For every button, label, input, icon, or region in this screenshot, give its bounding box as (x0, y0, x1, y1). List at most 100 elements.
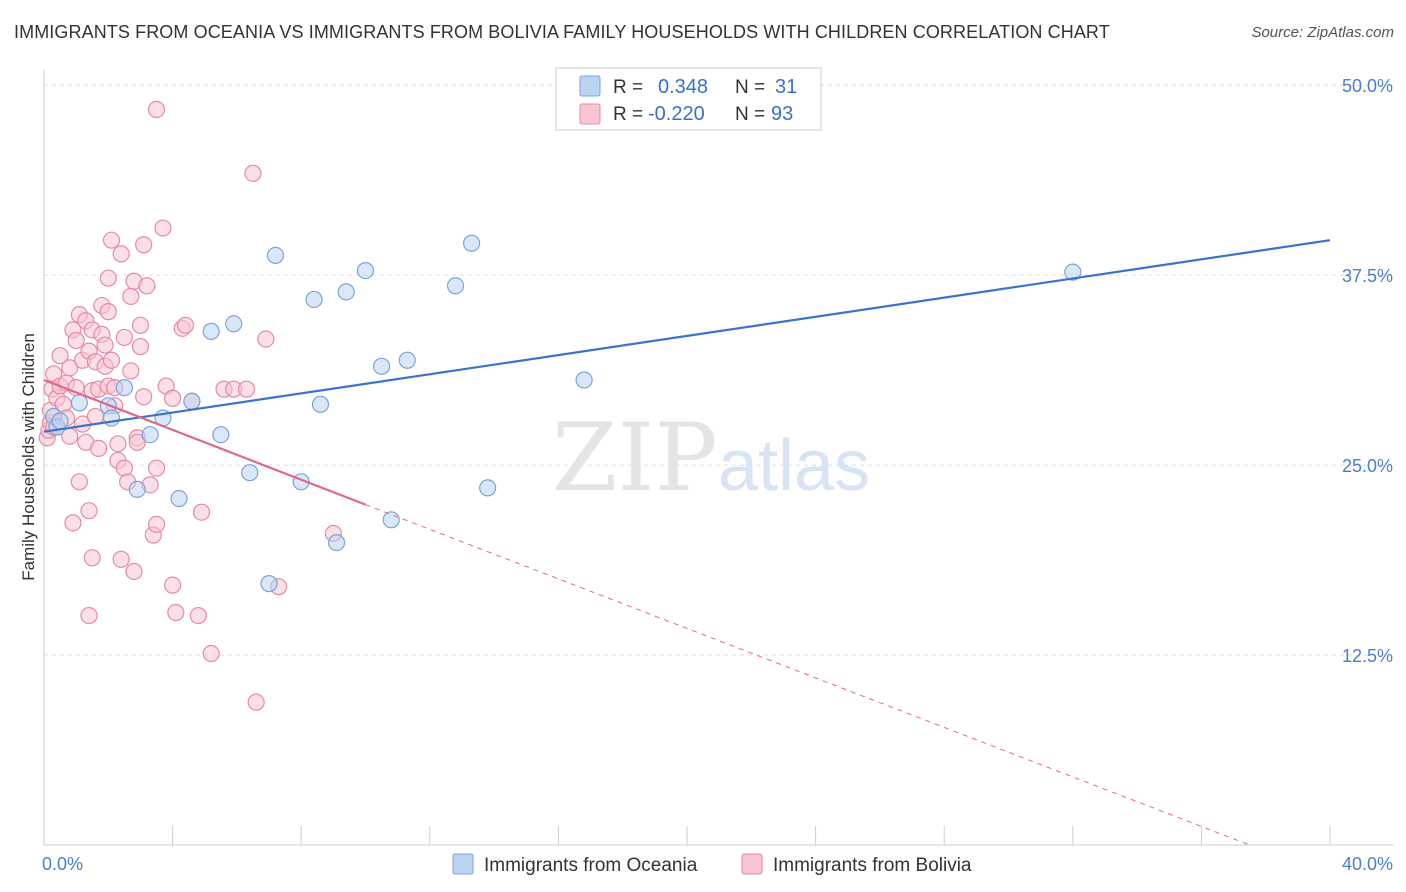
x-tick-label-0: 0.0% (42, 854, 83, 874)
bolivia-point-61 (135, 388, 153, 406)
bolivia-point-29 (83, 549, 101, 567)
bolivia-point-81 (237, 380, 256, 398)
series-bolivia-points (38, 100, 342, 711)
bolivia-point-75 (176, 316, 195, 334)
legend-swatch-bolivia (579, 103, 601, 125)
oceania-point-28 (462, 234, 481, 252)
bolivia-point-30 (80, 606, 98, 625)
oceania-point-17 (266, 246, 285, 264)
trend-line-bolivia (43, 378, 366, 506)
bolivia-point-34 (90, 439, 108, 457)
y-axis-title: Family Households with Children (19, 333, 38, 581)
axes (43, 70, 1394, 846)
legend-oceania-n-label: N = (735, 77, 765, 98)
x-tick-labels: 0.0% 40.0% (42, 854, 1393, 874)
bottom-legend-swatch-oceania (452, 853, 474, 875)
y-tick-labels: 12.5% 25.0% 37.5% 50.0% (1342, 76, 1393, 666)
bolivia-point-26 (80, 502, 98, 520)
oceania-point-6 (115, 378, 133, 397)
bolivia-point-20 (70, 473, 88, 491)
oceania-point-15 (241, 464, 259, 482)
bolivia-point-48 (112, 550, 130, 568)
bolivia-point-84 (257, 330, 275, 348)
oceania-point-5 (102, 409, 121, 427)
bolivia-point-78 (202, 644, 220, 663)
bolivia-point-71 (164, 576, 182, 594)
y-tick-label-3: 50.0% (1342, 76, 1393, 96)
bolivia-point-67 (147, 459, 166, 477)
oceania-point-31 (1064, 263, 1082, 281)
oceania-point-29 (479, 479, 497, 497)
bolivia-point-53 (122, 362, 140, 380)
bolivia-point-56 (125, 562, 143, 581)
legend-bolivia-n-value: 93 (771, 103, 793, 125)
bolivia-point-8 (51, 347, 69, 365)
watermark-atlas: atlas (718, 426, 870, 506)
x-tick-label-1: 40.0% (1342, 854, 1393, 874)
oceania-point-2 (51, 412, 69, 430)
y-tick-label-1: 25.0% (1342, 456, 1393, 476)
chart-title: IMMIGRANTS FROM OCEANIA VS IMMIGRANTS FR… (14, 22, 1110, 42)
bolivia-point-59 (131, 316, 150, 334)
watermark: ZIP atlas (552, 404, 870, 513)
bolivia-point-87 (192, 503, 211, 521)
oceania-point-20 (311, 395, 330, 413)
bottom-legend-oceania-label: Immigrants from Oceania (484, 855, 698, 876)
oceania-point-22 (337, 283, 355, 301)
bolivia-point-63 (138, 277, 156, 295)
oceania-point-7 (128, 480, 146, 499)
bolivia-point-40 (99, 303, 117, 321)
bolivia-point-51 (115, 328, 133, 347)
oceania-point-8 (141, 426, 159, 444)
bolivia-point-68 (147, 100, 166, 119)
bolivia-point-72 (164, 389, 182, 407)
bolivia-point-83 (247, 693, 265, 711)
y-axis-label: Family Households with Children (19, 333, 38, 581)
bolivia-point-17 (67, 331, 85, 350)
oceania-point-24 (372, 357, 391, 375)
y-tick-label-2: 37.5% (1342, 266, 1393, 286)
bottom-legend-bolivia-label: Immigrants from Bolivia (773, 855, 972, 876)
oceania-point-23 (356, 261, 375, 280)
bolivia-point-16 (64, 514, 82, 532)
bolivia-point-54 (122, 287, 140, 306)
legend-oceania-n-value: 31 (775, 76, 797, 98)
bolivia-point-43 (102, 351, 121, 369)
legend-swatch-oceania (579, 75, 601, 97)
watermark-zip: ZIP (552, 404, 718, 513)
bolivia-point-69 (154, 219, 172, 237)
bottom-legend-swatch-bolivia (741, 853, 763, 875)
bolivia-point-60 (131, 337, 150, 356)
y-tick-label-0: 12.5% (1342, 646, 1393, 666)
bolivia-point-39 (99, 269, 117, 287)
oceania-point-10 (170, 489, 188, 508)
trend-lines (43, 239, 1331, 846)
bolivia-point-73 (167, 603, 185, 622)
oceania-point-12 (202, 322, 220, 340)
trend-line-bolivia-extension (365, 504, 1250, 846)
oceania-point-21 (327, 533, 346, 552)
bolivia-point-49 (112, 245, 130, 263)
bolivia-point-46 (109, 435, 127, 453)
oceania-point-14 (225, 315, 243, 333)
bolivia-point-77 (189, 606, 207, 625)
bolivia-point-37 (96, 336, 114, 354)
bolivia-point-13 (61, 359, 79, 377)
legend-bolivia-r-value: -0.220 (648, 103, 705, 125)
series-legend: Immigrants from Oceania Immigrants from … (452, 853, 972, 876)
legend-oceania-r-label: R = (613, 77, 643, 98)
trend-line-oceania (43, 239, 1331, 433)
oceania-point-25 (382, 511, 400, 529)
oceania-point-11 (183, 392, 201, 410)
bolivia-point-58 (128, 433, 146, 451)
series-oceania-points (45, 234, 1082, 593)
legend-bolivia-n-label: N = (735, 104, 765, 125)
bolivia-point-42 (102, 231, 121, 249)
source-credit: Source: ZipAtlas.com (1251, 24, 1394, 41)
x-tick-marks (172, 826, 1331, 845)
oceania-point-16 (260, 575, 278, 593)
legend-bolivia-r-label: R = (613, 104, 643, 125)
oceania-point-26 (398, 351, 416, 369)
bolivia-point-62 (135, 236, 153, 254)
